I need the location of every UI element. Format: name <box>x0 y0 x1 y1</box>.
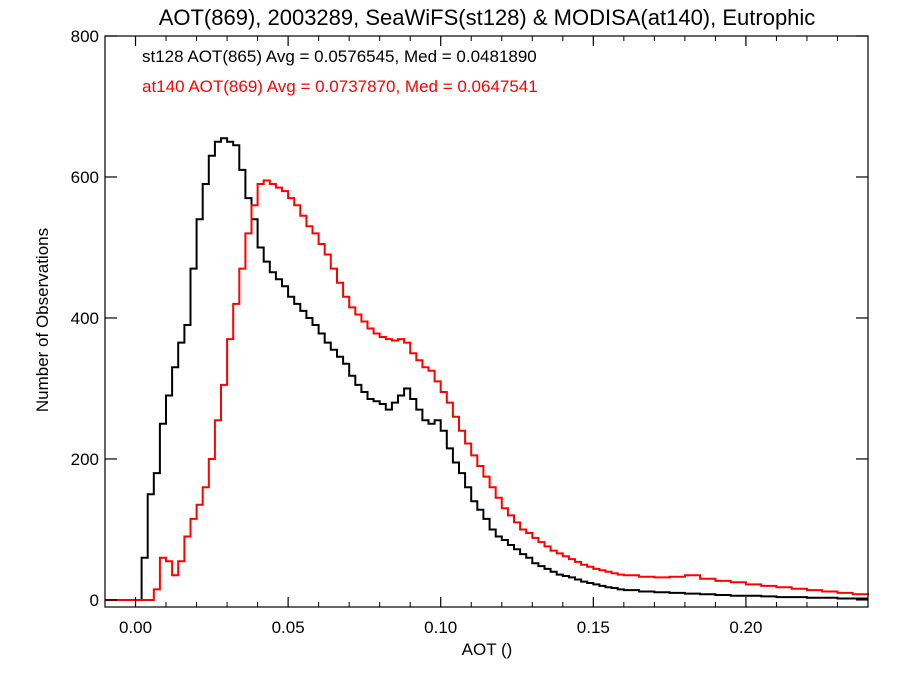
legend-entry-st128: st128 AOT(865) Avg = 0.0576545, Med = 0.… <box>142 47 537 66</box>
axes-layer: 0.00 0.05 0.10 0.15 0.20 0 200 400 600 800 <box>71 27 869 637</box>
x-axis-label: AOT () <box>462 640 513 659</box>
x-tick-label: 0.15 <box>577 618 610 637</box>
chart-title: AOT(869), 2003289, SeaWiFS(st128) & MODI… <box>159 5 816 30</box>
y-axis-label: Number of Observations <box>33 228 52 412</box>
x-tick-label: 0.20 <box>729 618 762 637</box>
y-tick-label: 600 <box>71 168 99 187</box>
y-tick-label: 400 <box>71 309 99 328</box>
legend-entry-at140: at140 AOT(869) Avg = 0.0737870, Med = 0.… <box>142 77 538 96</box>
y-tick-label: 0 <box>90 591 99 610</box>
plot-frame <box>104 35 869 608</box>
series-line-at140 <box>105 179 869 601</box>
x-tick-label: 0.10 <box>424 618 457 637</box>
series-layer <box>105 137 869 601</box>
y-tick-label: 200 <box>71 450 99 469</box>
x-tick-label: 0.00 <box>119 618 152 637</box>
x-tick-label: 0.05 <box>272 618 305 637</box>
y-tick-label: 800 <box>71 27 99 46</box>
series-line-st128 <box>105 137 868 601</box>
